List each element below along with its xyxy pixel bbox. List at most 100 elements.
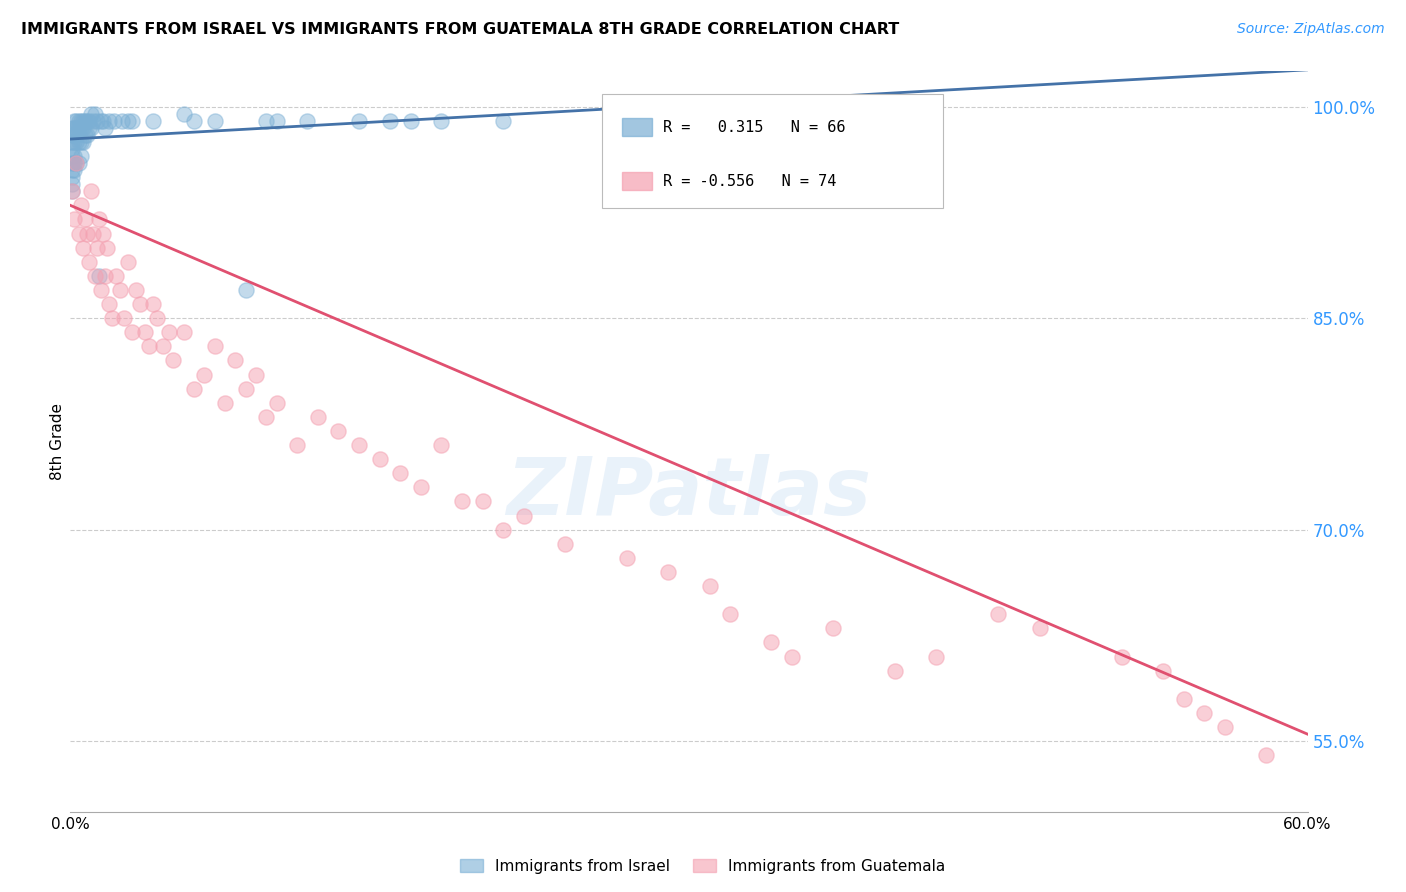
Point [67,156,90,170]
Point [82,113,104,128]
Point [121,113,143,128]
Point [84,106,107,120]
Point [183,113,205,128]
Point [76,113,98,128]
Point [780,649,803,664]
Point [60,142,83,156]
Point [129,297,152,311]
Point [117,254,139,268]
Point [80,184,103,198]
Text: IMMIGRANTS FROM ISRAEL VS IMMIGRANTS FROM GUATEMALA 8TH GRADE CORRELATION CHART: IMMIGRANTS FROM ISRAEL VS IMMIGRANTS FRO… [21,22,900,37]
Point [69,113,91,128]
Point [60,120,83,135]
Point [492,523,515,537]
Point [80,120,103,135]
Legend: Immigrants from Israel, Immigrants from Guatemala: Immigrants from Israel, Immigrants from … [454,853,952,880]
Point [63,212,86,227]
Point [89,268,111,283]
Point [76,227,98,241]
Point [183,382,205,396]
Point [173,325,195,339]
Point [65,120,87,135]
Point [63,149,86,163]
Point [100,311,122,326]
Point [91,227,114,241]
Point [761,635,783,649]
Point [65,156,87,170]
Point [616,550,638,565]
Point [266,113,288,128]
Point [125,283,148,297]
Point [1256,748,1278,763]
Point [1028,621,1050,635]
Point [60,184,83,198]
Point [142,297,165,311]
Point [235,382,257,396]
Point [347,113,370,128]
Point [98,113,121,128]
Point [297,113,319,128]
Point [142,113,165,128]
Point [152,339,174,353]
FancyBboxPatch shape [621,119,652,136]
Point [121,325,143,339]
Point [72,135,94,149]
Point [73,212,96,227]
Point [884,664,907,678]
Point [987,607,1010,622]
Point [193,368,215,382]
Point [554,537,576,551]
Point [63,113,86,128]
Point [73,113,96,128]
Point [77,120,100,135]
Point [1111,649,1133,664]
Y-axis label: 8th Grade: 8th Grade [49,403,65,480]
Text: R = -0.556   N = 74: R = -0.556 N = 74 [664,174,837,188]
Point [112,311,135,326]
Point [368,452,391,467]
Point [146,311,169,326]
Point [60,177,83,191]
Point [162,353,184,368]
Point [63,163,86,178]
Point [430,438,453,452]
Point [823,621,845,635]
Point [72,120,94,135]
Point [328,424,350,438]
Point [718,607,741,622]
Point [111,113,134,128]
Point [60,128,83,142]
Point [430,113,453,128]
Point [60,156,83,170]
Point [63,135,86,149]
Point [63,156,86,170]
Point [254,409,277,424]
Point [86,241,108,255]
Point [60,170,83,185]
Point [492,113,515,128]
Point [1152,664,1174,678]
Point [91,113,114,128]
Point [925,649,948,664]
Point [80,106,103,120]
Point [77,113,100,128]
Point [138,339,160,353]
Point [657,565,679,579]
Point [513,508,536,523]
Point [67,135,90,149]
Point [389,467,412,481]
Point [69,135,91,149]
Point [471,494,494,508]
Point [90,113,112,128]
Point [1213,720,1236,734]
Point [204,339,226,353]
Point [214,396,236,410]
Point [307,409,329,424]
Point [86,113,108,128]
FancyBboxPatch shape [621,172,652,190]
Point [67,113,90,128]
Point [399,113,422,128]
Point [67,120,90,135]
Text: R =   0.315   N = 66: R = 0.315 N = 66 [664,120,845,135]
Point [96,241,118,255]
